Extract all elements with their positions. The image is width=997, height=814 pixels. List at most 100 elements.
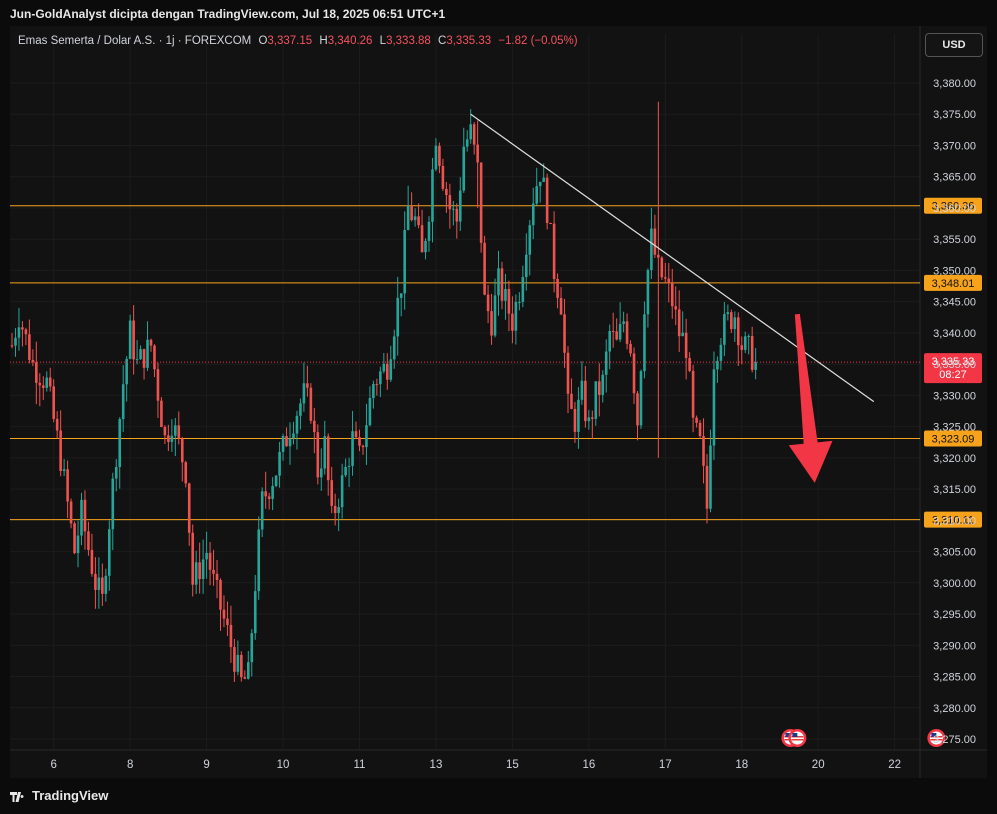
- candle-body: [174, 425, 177, 436]
- candle-body: [584, 380, 587, 422]
- currency-button[interactable]: USD: [925, 33, 983, 57]
- candle-body: [549, 223, 552, 225]
- candle-body: [573, 408, 577, 432]
- candle-body: [479, 162, 483, 243]
- time-tick-label: 10: [277, 759, 290, 771]
- trendline: [470, 113, 875, 403]
- candle-body: [285, 435, 288, 447]
- candle-body: [274, 475, 278, 486]
- bearish-arrow: [788, 313, 833, 483]
- price-tick-label: 3,300.00: [933, 578, 976, 590]
- candle-body: [316, 432, 320, 478]
- close-label: C: [438, 35, 447, 47]
- price-tick-label: 3,330.00: [933, 390, 976, 402]
- candle-body: [319, 468, 323, 478]
- candle-body: [531, 203, 535, 226]
- candle-body: [639, 371, 643, 426]
- candle-body: [709, 445, 712, 509]
- candle-body: [542, 177, 545, 182]
- price-tick-label: 3,360.00: [933, 203, 976, 215]
- candle-body: [163, 427, 167, 436]
- candle-body: [577, 399, 580, 432]
- candle-body: [170, 435, 174, 442]
- candle-body: [309, 387, 313, 421]
- close-value: 3,335.33: [446, 35, 492, 47]
- candle-body: [233, 647, 236, 672]
- candle-body: [260, 491, 264, 530]
- top-bar: Jun-GoldAnalyst dicipta dengan TradingVi…: [0, 0, 997, 26]
- low-label: L: [379, 35, 387, 47]
- current-price-badge: [924, 353, 982, 384]
- candle-body: [135, 359, 139, 361]
- candle-body: [448, 195, 452, 210]
- candle-body: [177, 425, 181, 439]
- candle-body: [726, 312, 730, 315]
- candles: [10, 101, 757, 682]
- candle-body: [664, 277, 667, 279]
- candle-body: [747, 335, 750, 337]
- chart-panel[interactable]: [10, 26, 987, 778]
- candle-body: [180, 438, 184, 463]
- candle-body: [754, 362, 757, 370]
- time-tick-label: 13: [430, 759, 443, 771]
- candle-body: [396, 297, 400, 337]
- candle-body: [493, 295, 497, 336]
- candle-body: [306, 383, 309, 388]
- candle-body: [104, 575, 108, 594]
- price-tick-label: 3,355.00: [933, 234, 976, 246]
- countdown-label: 08:27: [939, 369, 967, 381]
- candle-body: [410, 205, 413, 221]
- candle-body: [361, 445, 365, 448]
- candle-body: [580, 380, 584, 400]
- candle-body: [76, 535, 80, 554]
- time-tick-label: 8: [127, 759, 133, 771]
- us-flag-event-icon-canton: [785, 733, 791, 737]
- symbol-legend: Emas Semerta / Dolar A.S. · 1j · FOREXCO…: [18, 35, 578, 47]
- candle-body: [622, 321, 625, 324]
- open-label: O: [258, 35, 268, 47]
- candle-body: [73, 523, 76, 554]
- us-flag-event-icon-canton: [792, 733, 798, 737]
- candle-body: [695, 417, 698, 423]
- candle-body: [69, 501, 73, 524]
- candle-body: [424, 240, 427, 253]
- candle-body: [643, 314, 646, 372]
- time-tick-label: 22: [888, 759, 901, 771]
- time-tick-label: 18: [735, 759, 748, 771]
- candle-body: [431, 169, 434, 222]
- candle-body: [80, 499, 83, 536]
- price-axis: 3,275.00 3,280.00 3,285.00 3,290.00 3,295.00…: [933, 78, 976, 746]
- candle-body: [438, 145, 441, 166]
- time-axis: 6 8 9 10 11 13 15 16 17 18 20 22: [50, 759, 901, 771]
- candle-body: [705, 465, 709, 509]
- level-price-badge: [924, 511, 982, 528]
- candle-body: [351, 431, 354, 466]
- candle-body: [670, 283, 674, 307]
- candle-body: [219, 580, 222, 610]
- price-tick-label: 3,370.00: [933, 140, 976, 152]
- candle-body: [750, 335, 754, 370]
- candle-body: [281, 435, 285, 452]
- candle-body: [653, 228, 657, 255]
- candle-body: [229, 624, 233, 648]
- candle-body: [552, 223, 556, 279]
- candle-body: [111, 478, 115, 530]
- candle-body: [41, 385, 45, 388]
- price-tick-label: 3,310.00: [933, 515, 976, 527]
- candle-body: [716, 360, 719, 370]
- footer-brand: TradingView: [10, 788, 108, 803]
- candle-body: [344, 466, 347, 476]
- candle-body: [698, 422, 702, 436]
- candle-body: [52, 386, 55, 419]
- candle-body: [712, 369, 716, 446]
- candle-body: [28, 334, 31, 360]
- candle-body: [465, 139, 469, 147]
- candle-body: [535, 186, 539, 204]
- change-value: −1.82 (−0.05%): [498, 35, 578, 47]
- candle-body: [323, 436, 327, 469]
- footer-brand-label: TradingView: [32, 788, 109, 803]
- candle-body: [403, 229, 406, 294]
- us-flag-event-icon-canton: [931, 733, 937, 737]
- candle-body: [45, 377, 49, 388]
